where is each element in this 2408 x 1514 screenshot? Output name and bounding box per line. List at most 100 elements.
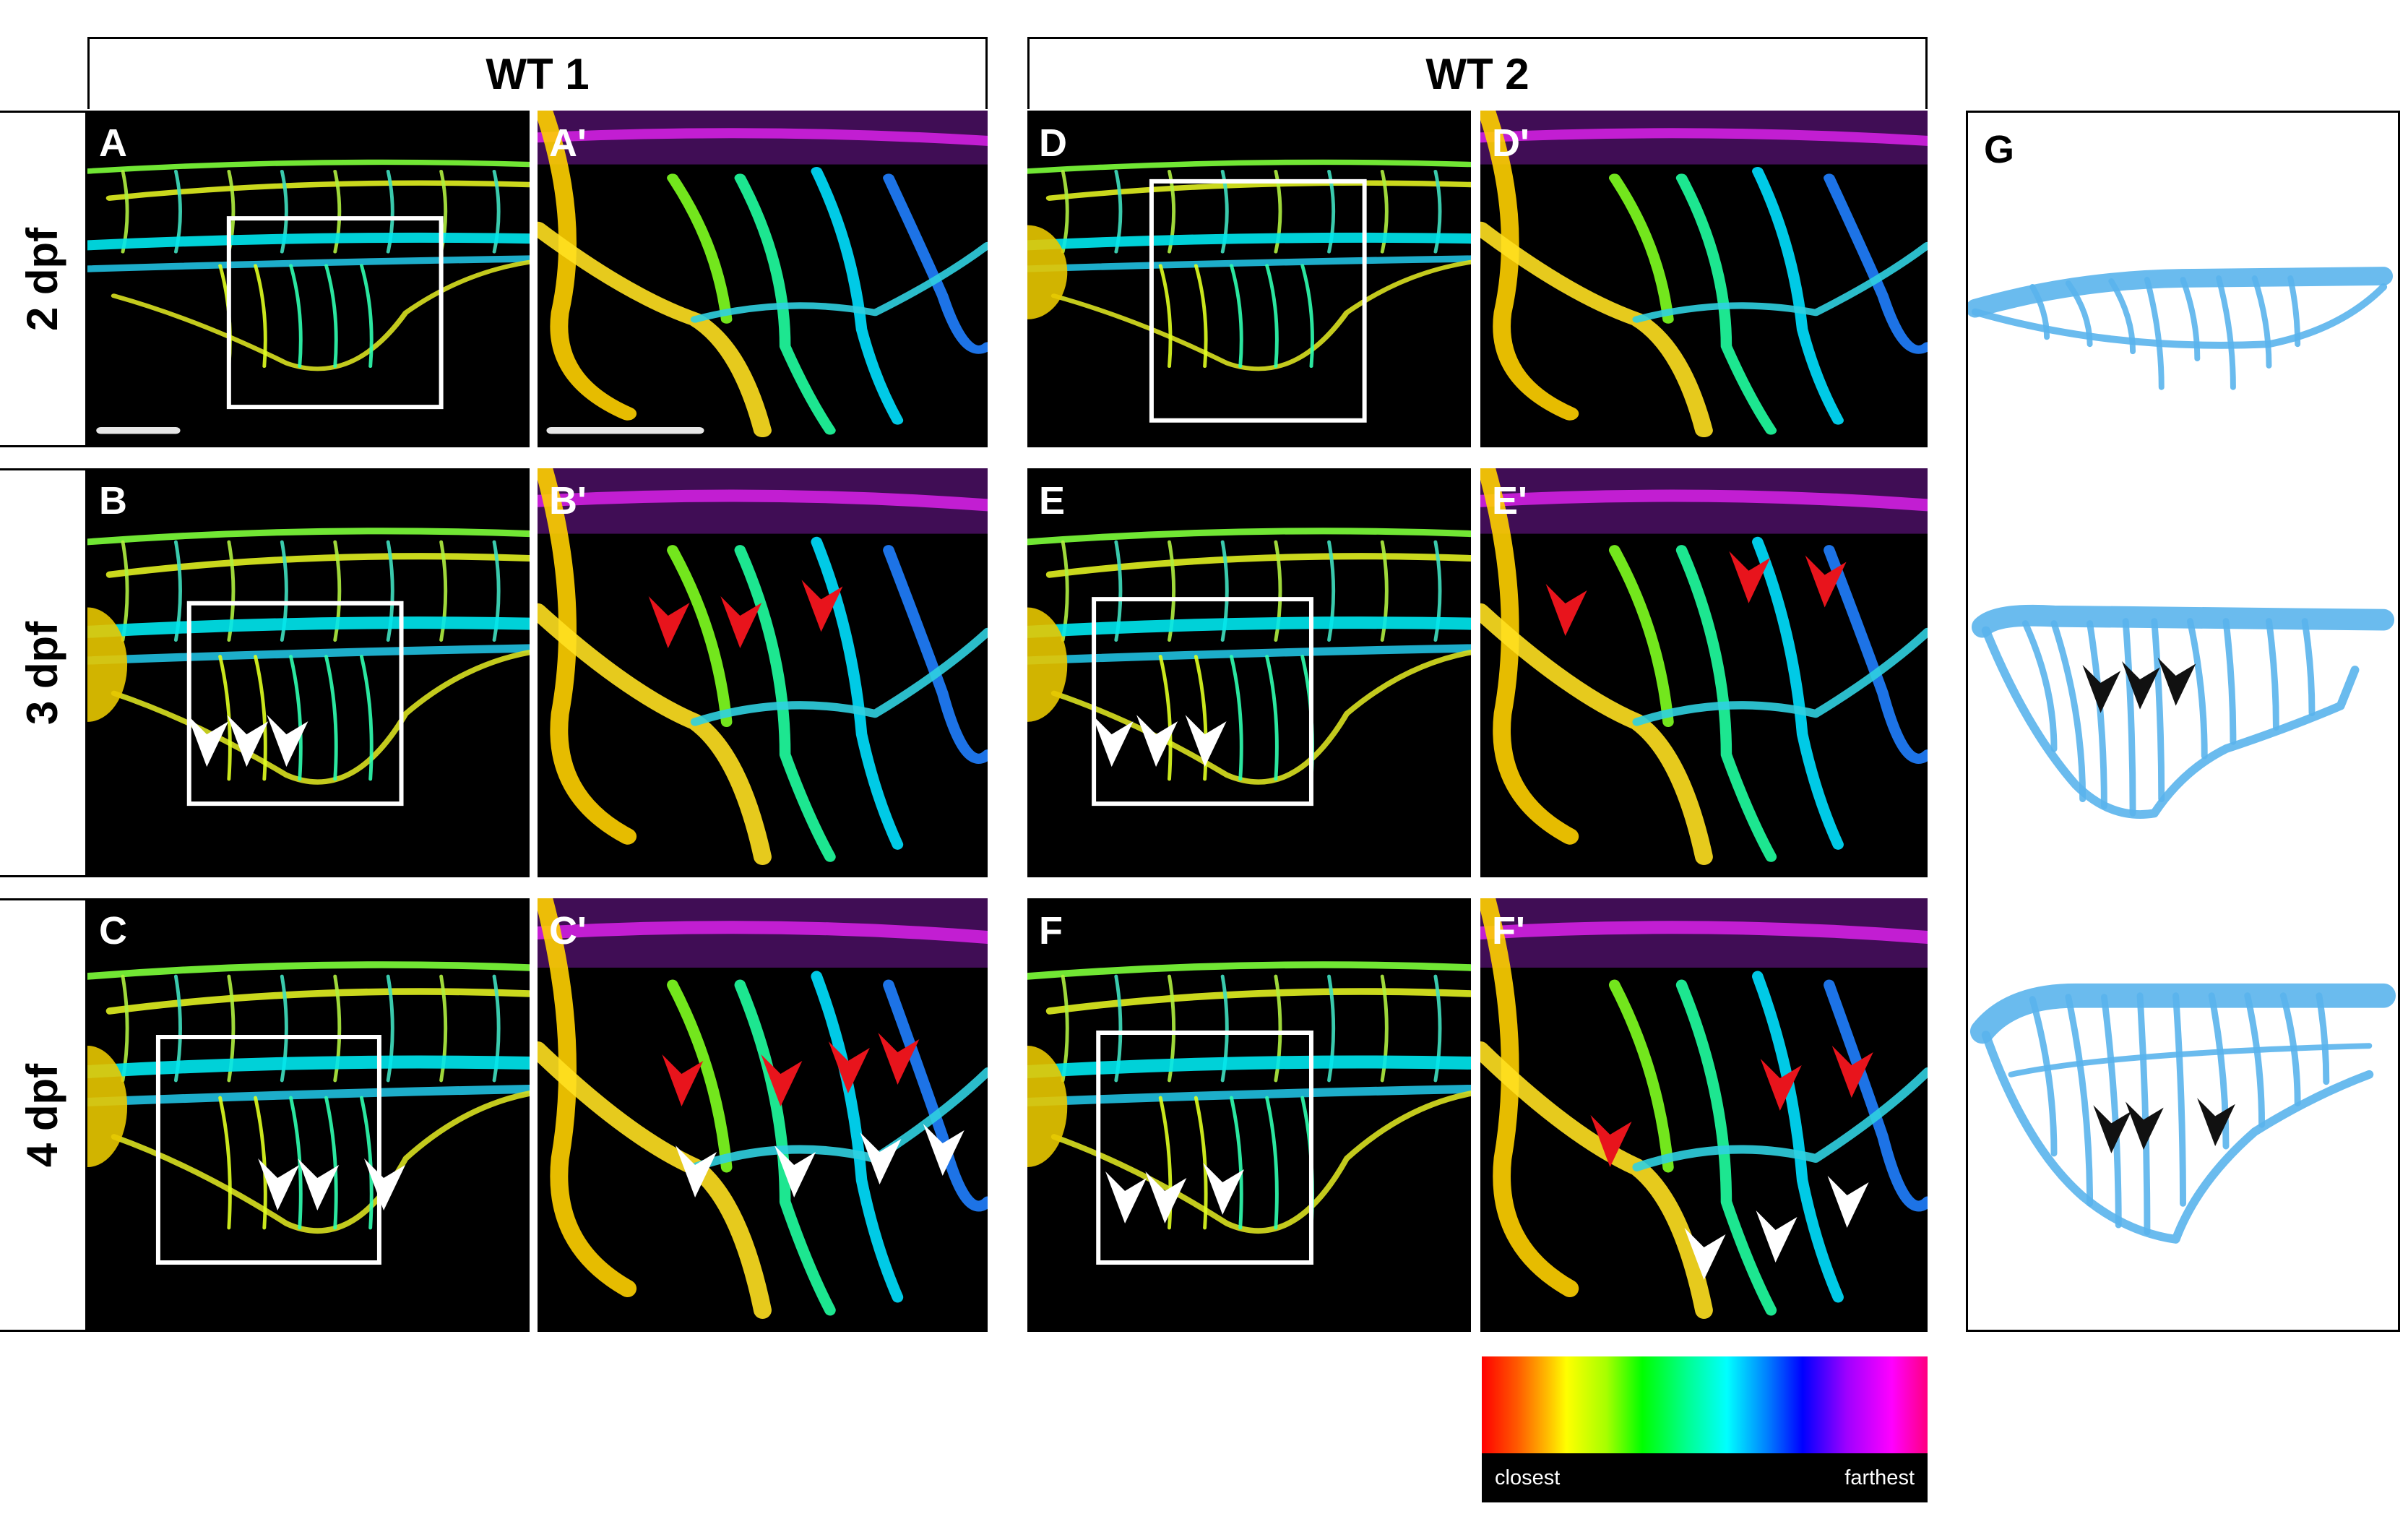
yolk-autofluorescence xyxy=(1027,225,1068,319)
schematic-vessel xyxy=(1981,1031,2374,1244)
vessel xyxy=(538,128,988,146)
dorsal-aorta xyxy=(105,553,530,578)
subintestinal-vessel xyxy=(324,1096,338,1230)
vessel xyxy=(1480,468,1579,845)
vessel xyxy=(1675,545,1777,862)
row-label-2dpf: 2 dpf xyxy=(0,111,87,447)
microscopy-image xyxy=(1480,898,1928,1319)
panel-label: D' xyxy=(1492,121,1529,165)
row-label-text: 3 dpf xyxy=(18,621,67,725)
schematic-vessel xyxy=(2316,992,2330,1085)
schematic-vessel xyxy=(2065,994,2094,1207)
schematic-vessel xyxy=(1981,626,2360,820)
subintestinal-vessel xyxy=(1158,264,1173,369)
panel-label: A xyxy=(99,121,127,165)
panel-e-prime: E' xyxy=(1480,468,1928,877)
red-arrowhead-icon xyxy=(1729,551,1771,603)
arrow-layer xyxy=(258,1158,406,1210)
row-label-text: 4 dpf xyxy=(18,1063,67,1167)
schematic-vessel xyxy=(2108,278,2136,355)
panel-label: C xyxy=(99,909,127,952)
panel-label: D xyxy=(1039,121,1067,165)
cardinal-vein xyxy=(87,644,530,665)
vessel xyxy=(883,979,988,1212)
vessel xyxy=(734,545,836,862)
yolk-autofluorescence xyxy=(1027,1046,1068,1167)
intersegmental-vessel xyxy=(1380,170,1389,254)
cardinal-vein xyxy=(87,616,530,638)
inset-box xyxy=(1094,599,1311,804)
vessel xyxy=(1632,241,1928,323)
cardinal-vein xyxy=(87,255,530,272)
subintestinal-vessel xyxy=(1158,655,1173,781)
dorsal-longitudinal-vessel xyxy=(1027,961,1471,980)
vessel xyxy=(1632,1067,1928,1171)
vessel xyxy=(734,173,836,435)
red-arrowhead-icon xyxy=(648,596,690,649)
black-arrowhead-icon xyxy=(2197,1098,2235,1146)
vessel xyxy=(1752,971,1844,1303)
red-arrowhead-icon xyxy=(720,596,762,649)
subintestinal-vessel xyxy=(254,264,267,369)
white-arrowhead-icon xyxy=(1684,1228,1726,1280)
microscopy-image xyxy=(87,159,530,434)
schematic-vessel xyxy=(2208,992,2230,1150)
panel-b: B xyxy=(87,468,530,877)
arrow-layer xyxy=(187,715,308,767)
panel-g-schematic: G xyxy=(1966,111,2400,1332)
white-arrowhead-icon xyxy=(1145,1171,1187,1223)
yolk-autofluorescence xyxy=(1027,607,1068,722)
cardinal-vein xyxy=(87,1085,530,1106)
white-arrowhead-icon xyxy=(676,1145,717,1197)
schematic-vessel xyxy=(2301,618,2316,717)
microscopy-image xyxy=(1027,961,1471,1332)
vessel xyxy=(811,167,904,425)
schematic-vessel xyxy=(2186,618,2208,760)
panel-c: C xyxy=(87,898,530,1332)
row-label-text: 2 dpf xyxy=(18,227,67,331)
white-arrowhead-icon xyxy=(1105,1171,1147,1223)
schematic-vessel xyxy=(2086,620,2107,809)
subintestinal-vessel xyxy=(1265,1096,1279,1230)
vessel xyxy=(538,221,772,438)
subintestinal-vessel xyxy=(1194,264,1208,369)
white-arrowhead-icon xyxy=(1185,715,1227,767)
arrow-layer xyxy=(1590,1046,1873,1280)
vessel xyxy=(883,173,988,354)
microscopy-image xyxy=(87,961,530,1332)
intersegmental-vessel xyxy=(1380,540,1389,642)
white-arrowhead-icon xyxy=(227,715,269,767)
white-arrowhead-icon xyxy=(1092,715,1134,767)
schematic-vessel xyxy=(2029,996,2058,1157)
cardinal-vein xyxy=(1027,232,1471,251)
arrow-layer xyxy=(1105,1163,1245,1223)
subintestinal-vessel xyxy=(1229,264,1243,369)
black-arrowhead-icon xyxy=(2125,1101,2164,1150)
dorsal-aorta xyxy=(1045,988,1471,1015)
panel-b-prime: B' xyxy=(538,468,988,877)
vessel xyxy=(538,898,637,1297)
white-arrowhead-icon xyxy=(923,1124,965,1176)
microscopy-image xyxy=(1027,159,1471,447)
colorbar-labels: closest farthest xyxy=(1482,1453,1928,1502)
black-arrowhead-icon xyxy=(2082,664,2121,713)
red-arrowhead-icon xyxy=(828,1041,870,1093)
white-arrowhead-icon xyxy=(258,1158,300,1210)
subintestinal-vessel xyxy=(1050,259,1471,371)
schematic-vessel xyxy=(2021,620,2058,752)
vessel xyxy=(811,971,904,1303)
intersegmental-vessel xyxy=(386,540,394,642)
white-arrowhead-icon xyxy=(1827,1176,1869,1228)
subintestinal-vessel xyxy=(1265,655,1279,781)
vessel xyxy=(1608,173,1674,324)
subintestinal-vessel xyxy=(1050,1091,1471,1234)
white-arrowhead-icon xyxy=(774,1145,816,1197)
red-arrowhead-icon xyxy=(761,1054,803,1106)
vessel xyxy=(1608,545,1674,727)
panel-label: C' xyxy=(549,909,587,952)
inset-box xyxy=(229,218,441,407)
vessel xyxy=(1480,128,1928,146)
arrow-layer xyxy=(648,580,843,649)
intersegmental-vessel xyxy=(439,540,448,642)
